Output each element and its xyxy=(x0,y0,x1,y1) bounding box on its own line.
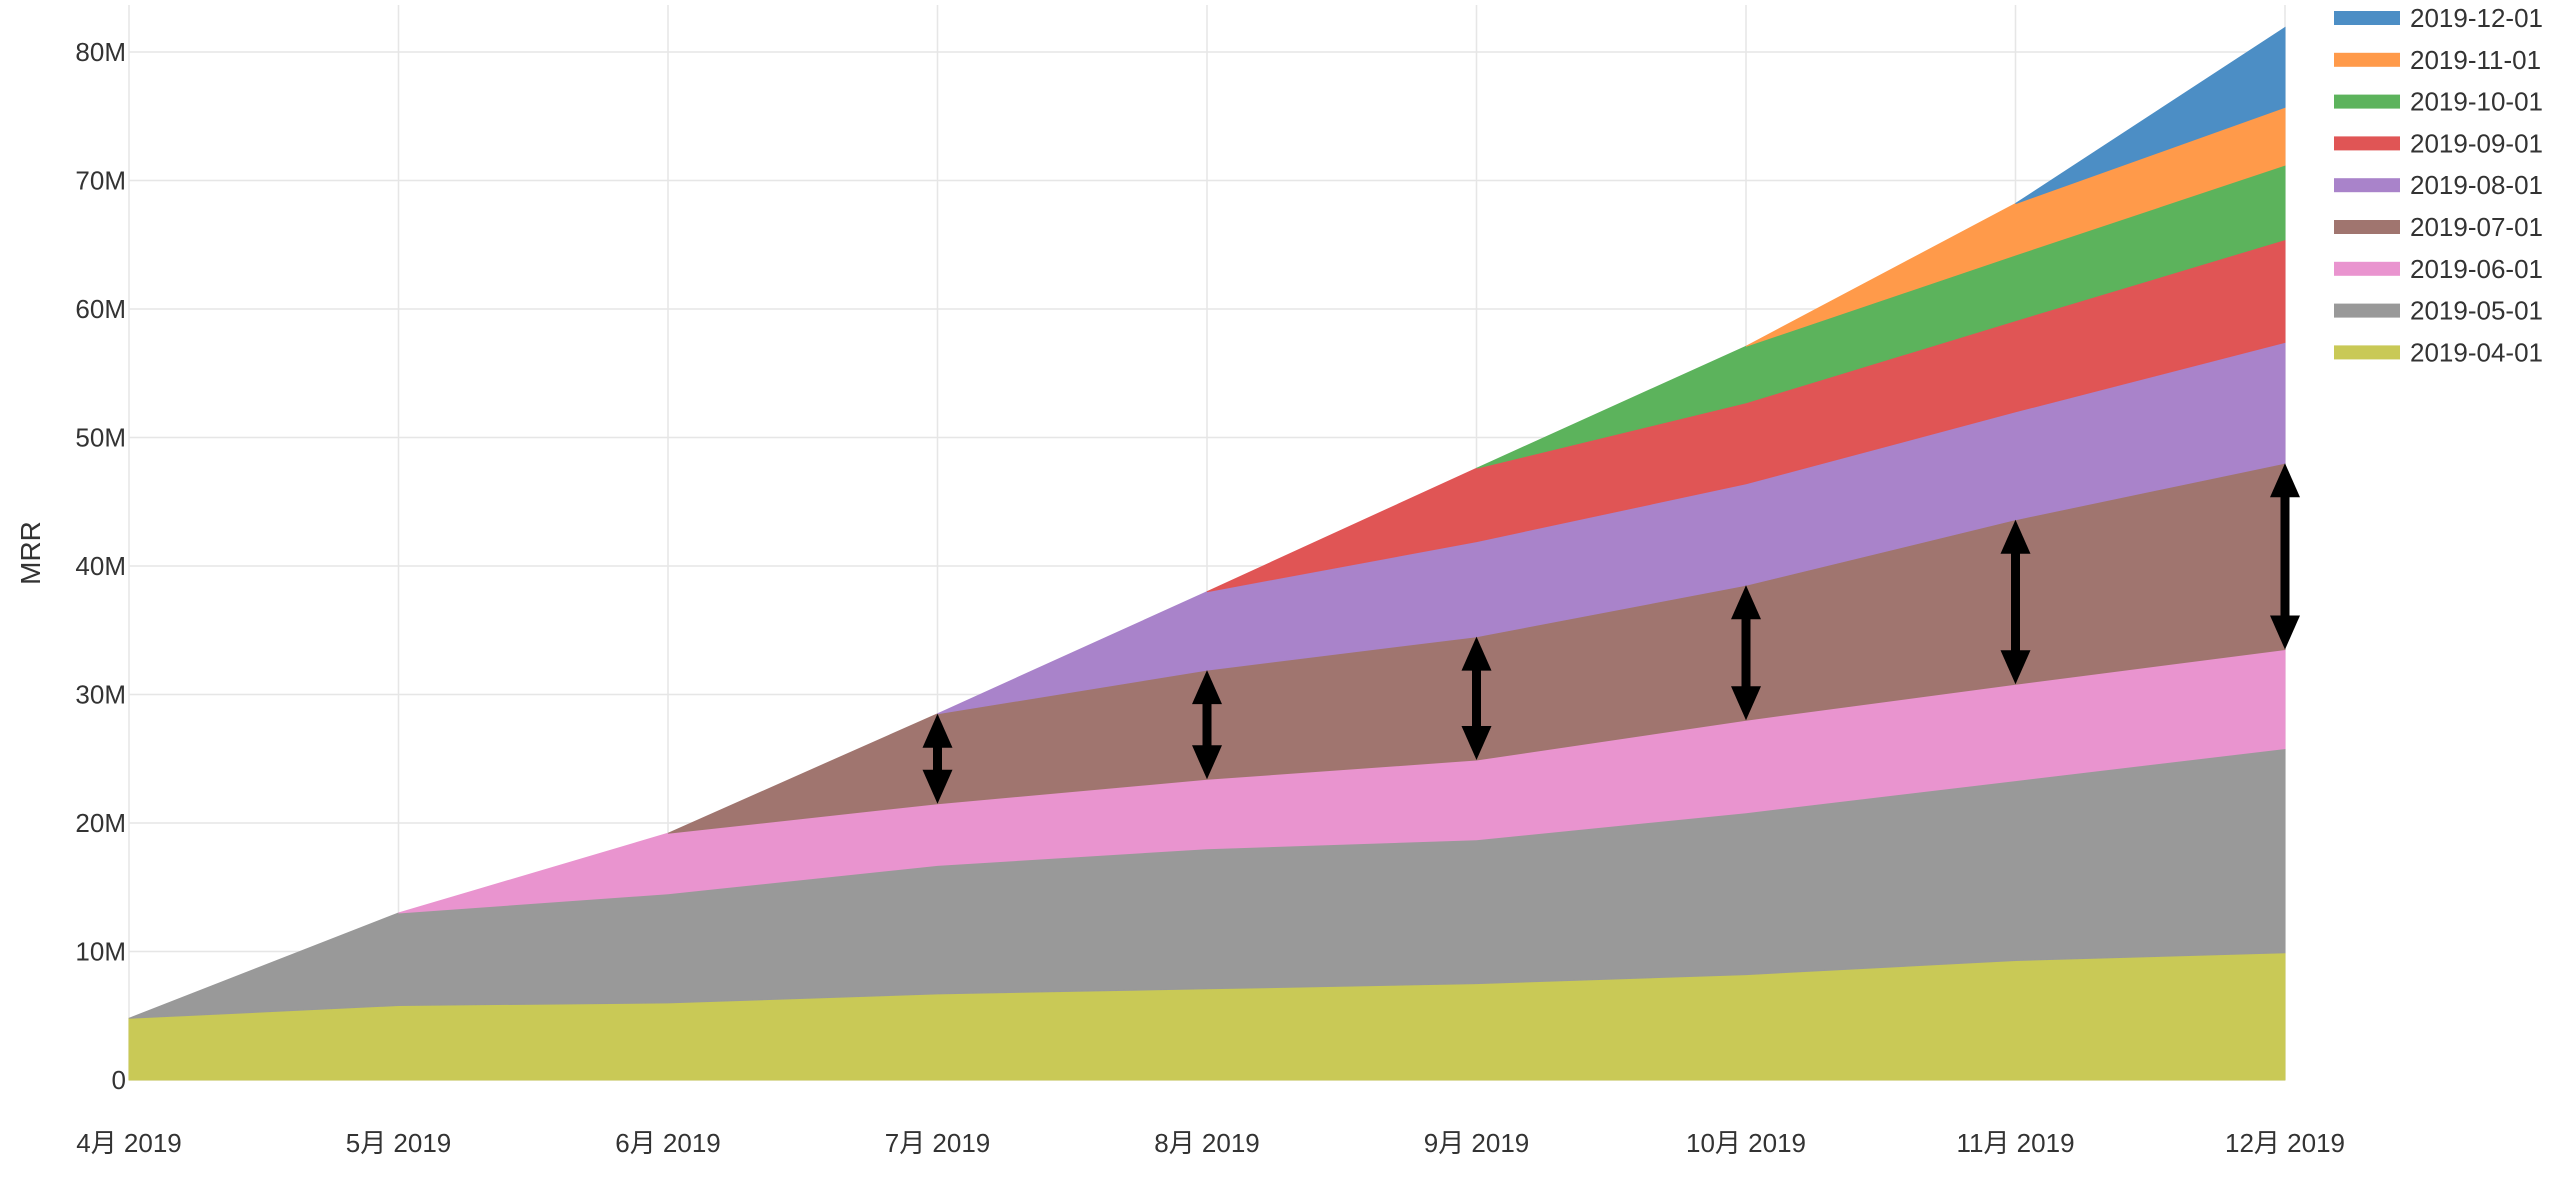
arrow-head-up xyxy=(1731,585,1761,620)
arrow-head-down xyxy=(1192,745,1222,780)
y-tick-label: 40M xyxy=(75,551,126,581)
legend-label: 2019-10-01 xyxy=(2410,87,2543,117)
legend-item-2019-05-01[interactable]: 2019-05-01 xyxy=(2334,296,2543,326)
y-tick-label: 10M xyxy=(75,937,126,967)
legend-item-2019-10-01[interactable]: 2019-10-01 xyxy=(2334,87,2543,117)
legend-item-2019-04-01[interactable]: 2019-04-01 xyxy=(2334,337,2543,367)
arrow-head-up xyxy=(2270,463,2300,498)
legend-swatch xyxy=(2334,11,2400,25)
x-tick-label: 4月 2019 xyxy=(76,1128,182,1158)
legend-item-2019-11-01[interactable]: 2019-11-01 xyxy=(2334,45,2541,75)
legend-item-2019-09-01[interactable]: 2019-09-01 xyxy=(2334,128,2543,158)
y-tick-label: 20M xyxy=(75,808,126,838)
y-axis: 0 10M 20M 30M 40M 50M 60M 70M 80M xyxy=(75,37,126,1095)
arrow-head-up xyxy=(1461,636,1492,671)
y-tick-label: 70M xyxy=(75,166,126,196)
area-series-2019-11-01 xyxy=(1745,106,2286,347)
x-tick-label: 8月 2019 xyxy=(1154,1128,1260,1158)
legend-swatch xyxy=(2334,94,2400,109)
x-tick-label: 9月 2019 xyxy=(1424,1128,1530,1158)
y-tick-label: 60M xyxy=(75,294,126,324)
legend-label: 2019-12-01 xyxy=(2410,3,2543,33)
legend-swatch xyxy=(2334,52,2400,67)
legend-label: 2019-04-01 xyxy=(2410,337,2543,367)
legend-item-2019-06-01[interactable]: 2019-06-01 xyxy=(2334,254,2543,284)
legend: 2019-12-01 2019-11-01 2019-10-01 2019-09-01… xyxy=(2334,3,2543,367)
x-tick-label: 11月 2019 xyxy=(1956,1128,2074,1158)
x-tick-label: 6月 2019 xyxy=(615,1128,721,1158)
legend-item-2019-07-01[interactable]: 2019-07-01 xyxy=(2334,212,2543,242)
arrow-head-down xyxy=(2270,615,2300,650)
arrow-head-up xyxy=(2000,519,2031,554)
x-tick-label: 5月 2019 xyxy=(346,1128,452,1158)
y-tick-label: 50M xyxy=(75,423,126,453)
arrow-head-up xyxy=(1192,670,1222,705)
x-tick-label: 7月 2019 xyxy=(885,1128,991,1158)
x-axis: 4月 2019 5月 2019 6月 2019 7月 2019 8月 2019 9月 20… xyxy=(76,1128,2345,1158)
legend-swatch xyxy=(2334,345,2400,360)
y-axis-title: MRR xyxy=(15,521,46,585)
legend-label: 2019-08-01 xyxy=(2410,170,2543,200)
legend-swatch xyxy=(2334,303,2400,318)
arrow-head-down xyxy=(1731,686,1761,721)
legend-label: 2019-06-01 xyxy=(2410,254,2543,284)
arrow-head-down xyxy=(922,769,953,804)
x-tick-label: 12月 2019 xyxy=(2225,1128,2345,1158)
legend-swatch xyxy=(2334,261,2400,276)
annotation-arrows xyxy=(922,463,2300,804)
arrow-head-down xyxy=(2000,650,2031,685)
arrow-head-down xyxy=(1461,726,1492,761)
x-tick-label: 10月 2019 xyxy=(1686,1128,1806,1158)
legend-label: 2019-07-01 xyxy=(2410,212,2543,242)
y-tick-label: 0 xyxy=(112,1065,126,1095)
area-series-2019-12-01 xyxy=(2015,26,2286,205)
legend-label: 2019-09-01 xyxy=(2410,128,2543,158)
y-tick-label: 30M xyxy=(75,680,126,710)
legend-item-2019-08-01[interactable]: 2019-08-01 xyxy=(2334,170,2543,200)
legend-item-2019-12-01[interactable]: 2019-12-01 xyxy=(2334,3,2543,33)
arrow-head-up xyxy=(922,713,953,748)
legend-label: 2019-11-01 xyxy=(2410,45,2541,75)
legend-swatch xyxy=(2334,136,2400,151)
legend-label: 2019-05-01 xyxy=(2410,296,2543,326)
y-tick-label: 80M xyxy=(75,37,126,67)
legend-swatch xyxy=(2334,178,2400,193)
legend-swatch xyxy=(2334,220,2400,234)
